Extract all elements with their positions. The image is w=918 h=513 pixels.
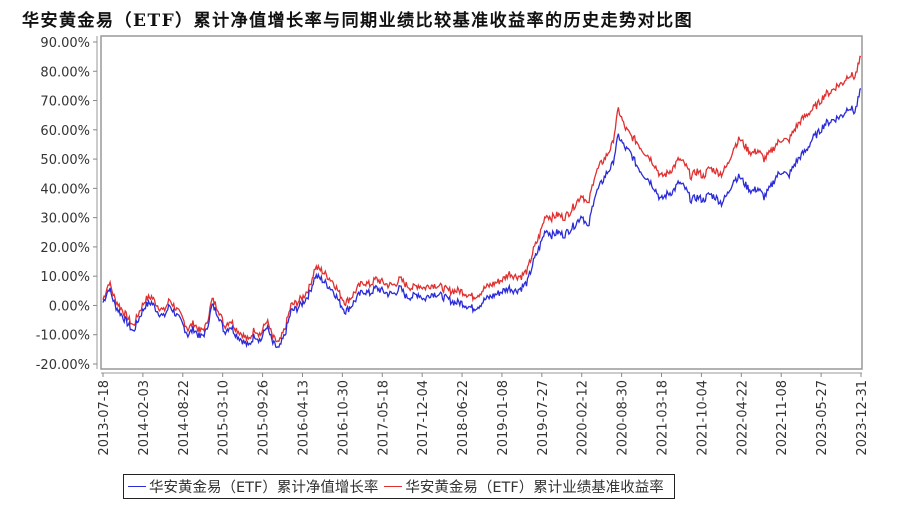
legend-label-benchmark: 华安黄金易（ETF）累计业绩基准收益率: [405, 480, 664, 496]
axes: [96, 35, 863, 374]
y-tick-label: 80.00%: [40, 65, 90, 80]
x-tick-label: 2022-04-22: [735, 380, 750, 456]
red-line-swatch-icon: [384, 486, 403, 487]
x-tick-label: 2023-05-27: [815, 380, 830, 456]
x-tick-label: 2017-05-18: [376, 380, 391, 456]
legend-item-nav-growth: 华安黄金易（ETF）累计净值增长率: [128, 476, 378, 497]
x-tick-label: 2020-02-12: [576, 380, 591, 456]
legend-label-nav-growth: 华安黄金易（ETF）累计净值增长率: [149, 480, 379, 496]
x-tick-label: 2015-09-26: [257, 380, 272, 456]
y-tick-label: 40.00%: [40, 182, 90, 197]
y-tick-label: 90.00%: [40, 36, 90, 51]
y-tick-label: 10.00%: [40, 270, 90, 285]
x-tick-label: 2016-10-30: [336, 380, 351, 456]
x-axis-ticks: 2013-07-18 2014-02-03 2014-08-22 2015-03-10…: [97, 373, 870, 456]
x-tick-label: 2021-03-18: [656, 380, 671, 456]
x-tick-label: 2019-07-27: [536, 380, 551, 456]
y-tick-label: 30.00%: [40, 212, 90, 227]
chart-title: 华安黄金易（ETF）累计净值增长率与同期业绩比较基准收益率的历史走势对比图: [22, 11, 694, 31]
y-tick-label: 20.00%: [40, 241, 90, 256]
chart-legend: 华安黄金易（ETF）累计净值增长率 华安黄金易（ETF）累计业绩基准收益率: [123, 474, 675, 499]
x-tick-label: 2014-02-03: [137, 380, 152, 456]
series-line: [102, 88, 862, 349]
y-tick-label: 60.00%: [40, 124, 90, 139]
x-tick-label: 2018-06-22: [456, 380, 471, 456]
x-tick-label: 2017-12-04: [416, 380, 431, 456]
x-tick-label: 2016-04-13: [296, 380, 311, 456]
data-series: [102, 55, 862, 349]
x-tick-label: 2022-11-08: [775, 380, 790, 456]
legend-item-benchmark: 华安黄金易（ETF）累计业绩基准收益率: [384, 476, 664, 497]
y-tick-label: -20.00%: [36, 358, 90, 373]
x-tick-label: 2023-12-31: [855, 380, 870, 456]
y-tick-label: 50.00%: [40, 153, 90, 168]
series-line: [102, 55, 862, 343]
x-tick-label: 2021-10-04: [695, 380, 710, 456]
y-tick-label: -10.00%: [36, 329, 90, 344]
y-axis-ticks: -20.00% -10.00% 0.00% 10.00% 20.00% 30.00% 40.…: [36, 36, 97, 373]
x-tick-label: 2019-01-08: [496, 380, 511, 456]
y-tick-label: 0.00%: [49, 299, 90, 314]
x-tick-label: 2013-07-18: [97, 380, 112, 456]
x-tick-label: 2014-08-22: [177, 380, 192, 456]
x-tick-label: 2015-03-10: [217, 380, 232, 456]
x-tick-label: 2020-08-30: [616, 380, 631, 456]
y-tick-label: 70.00%: [40, 95, 90, 110]
blue-line-swatch-icon: [128, 486, 146, 487]
